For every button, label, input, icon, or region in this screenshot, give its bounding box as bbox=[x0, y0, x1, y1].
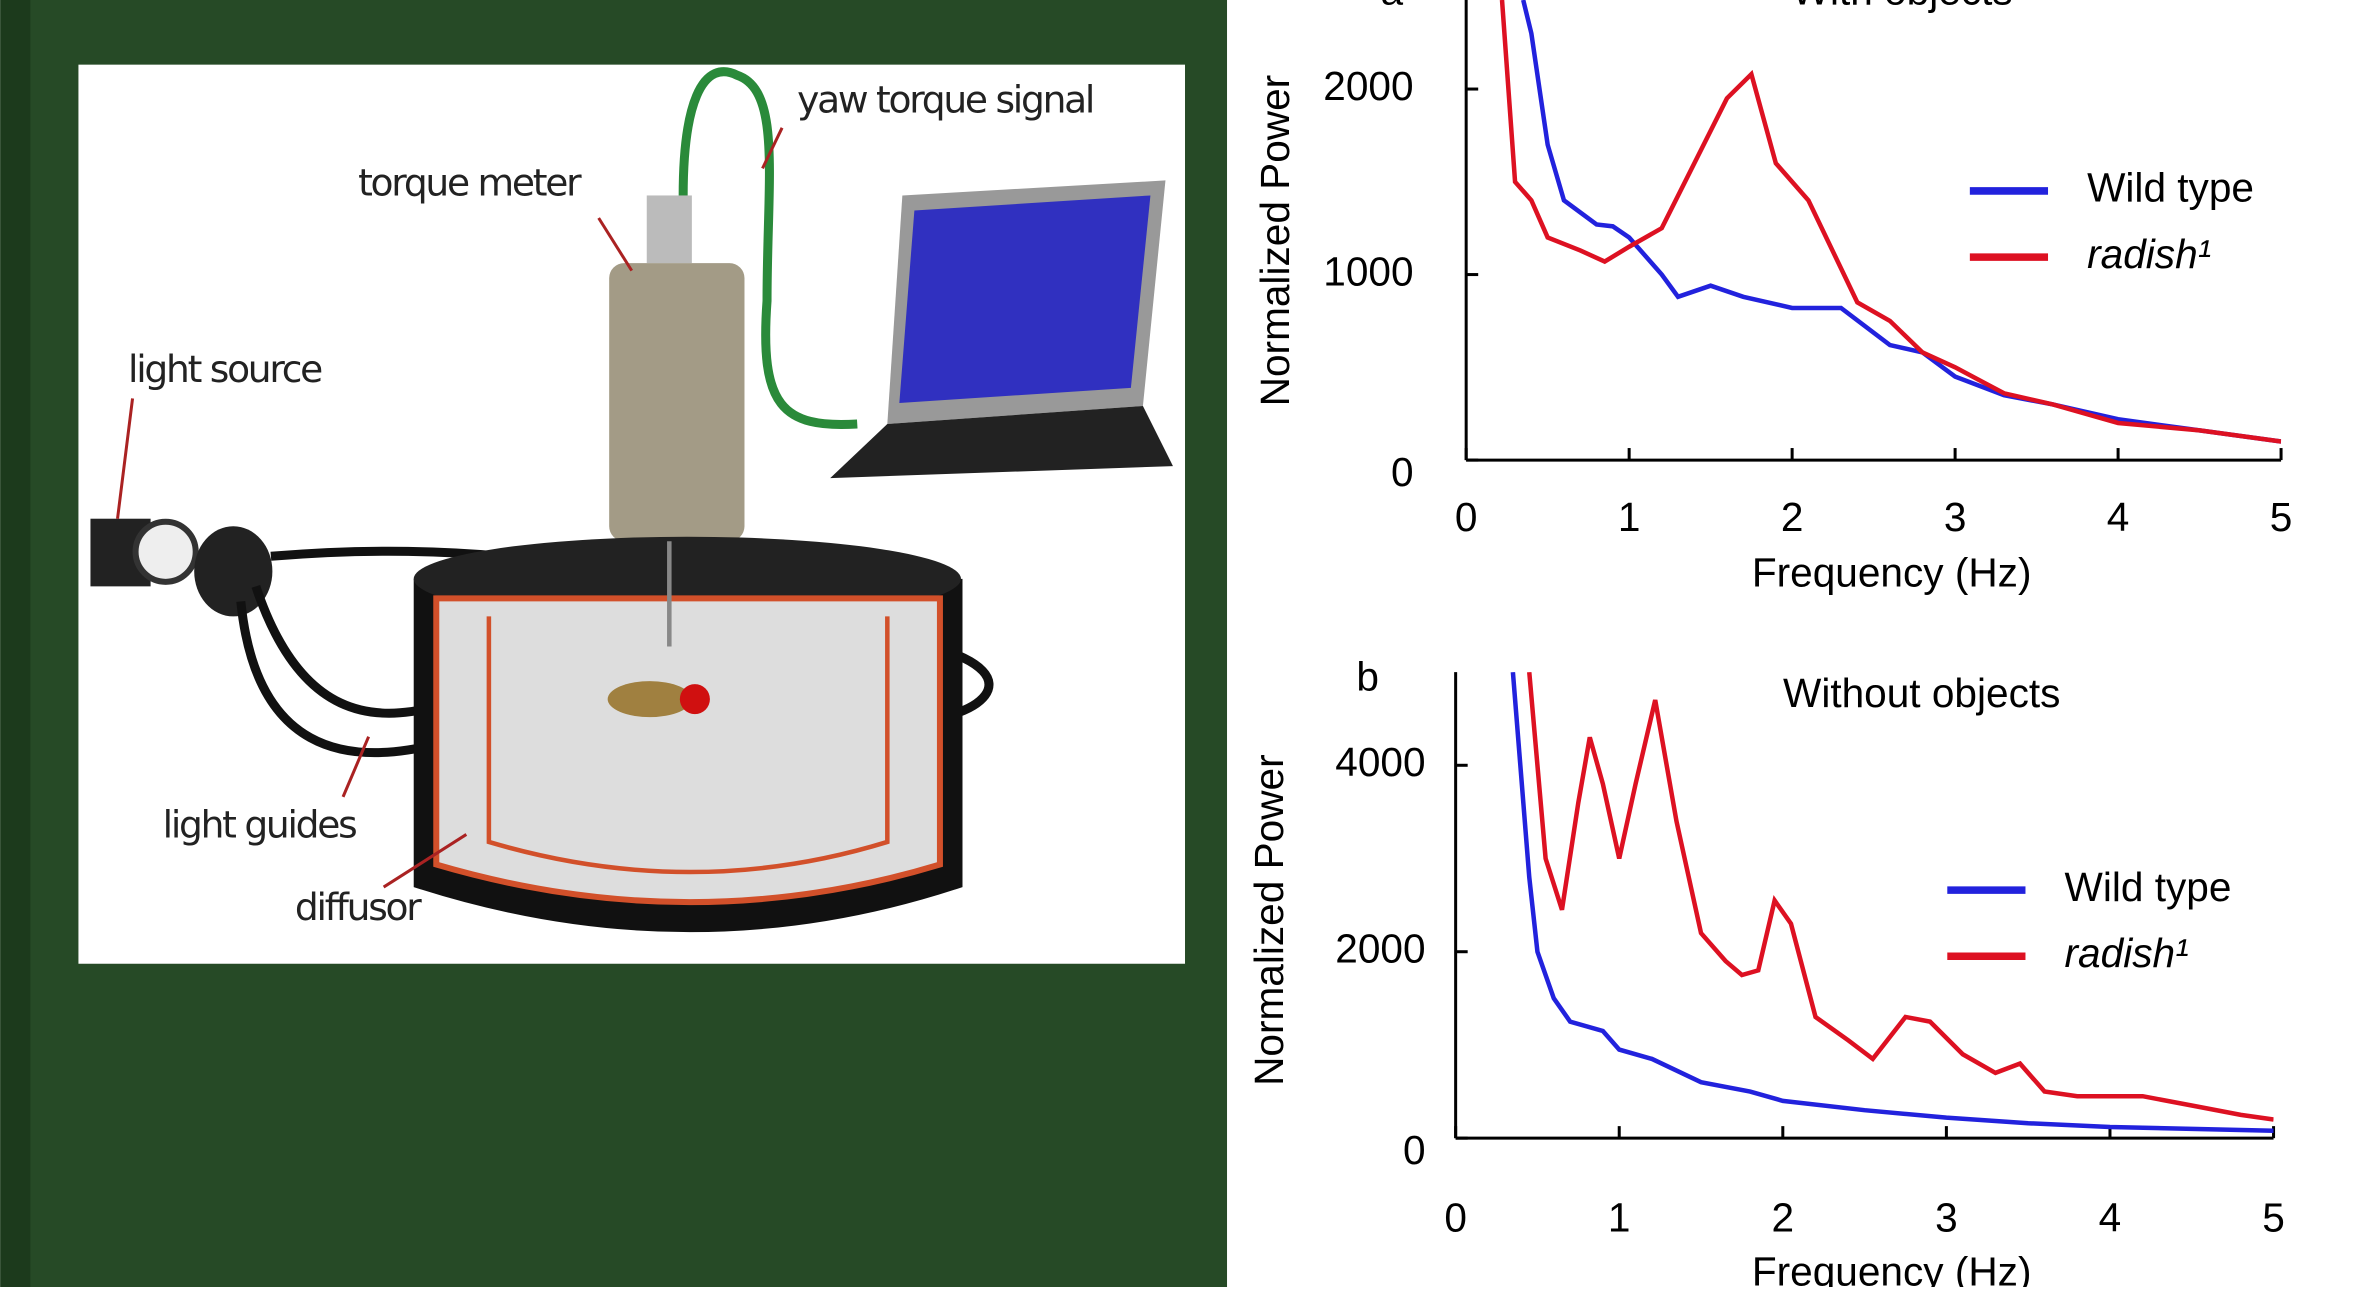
fly-body bbox=[607, 681, 692, 718]
diagram-label: yaw torque signal bbox=[797, 78, 1093, 122]
panel-label: a bbox=[1380, 0, 1403, 14]
y-tick-label: 2000 bbox=[1323, 63, 1413, 109]
slide-edge bbox=[0, 0, 31, 1287]
y-tick-label: 0 bbox=[1391, 449, 1414, 495]
pointer bbox=[597, 217, 633, 272]
x-tick-label: 1 bbox=[1608, 1195, 1631, 1241]
y-axis-label: Normalized Power bbox=[1252, 75, 1298, 407]
x-tick-label: 2 bbox=[1781, 494, 1804, 540]
panel-label: b bbox=[1356, 653, 1379, 699]
legend-label: radish¹ bbox=[2087, 231, 2211, 277]
series-line bbox=[1499, 0, 2282, 444]
legend-label: Wild type bbox=[2087, 165, 2254, 211]
pointer bbox=[761, 127, 784, 170]
y-axis-label: Normalized Power bbox=[1246, 754, 1292, 1086]
inner-diffusor bbox=[486, 616, 890, 875]
x-tick-label: 3 bbox=[1944, 494, 1967, 540]
x-tick-label: 3 bbox=[1935, 1195, 1958, 1241]
x-tick-label: 5 bbox=[2270, 494, 2293, 540]
x-tick-label: 1 bbox=[1618, 494, 1641, 540]
chart-panel bbox=[1227, 0, 2358, 1287]
diagram-label: diffusor bbox=[295, 885, 422, 929]
series-line bbox=[1510, 672, 2274, 1133]
diagram-label: torque meter bbox=[358, 160, 582, 204]
diffusor-wall bbox=[433, 595, 943, 906]
lamp bbox=[132, 518, 199, 585]
x-tick-label: 4 bbox=[2107, 494, 2130, 540]
diagram-label: light source bbox=[128, 347, 322, 391]
x-tick-label: 0 bbox=[1455, 494, 1478, 540]
lens bbox=[194, 526, 273, 617]
apparatus-diagram: yaw torque signal torque meter light sou… bbox=[78, 64, 1186, 964]
cable bbox=[678, 67, 858, 430]
laptop-display bbox=[899, 195, 1151, 403]
x-tick-label: 2 bbox=[1772, 1195, 1795, 1241]
torque-meter bbox=[609, 263, 745, 542]
legend-label: radish¹ bbox=[2065, 930, 2189, 976]
chart-title: With objects bbox=[1792, 0, 2013, 14]
y-tick-label: 2000 bbox=[1335, 925, 1425, 971]
connector bbox=[646, 195, 692, 264]
diagram-label: light guides bbox=[163, 802, 357, 846]
chart-title: Without objects bbox=[1783, 670, 2060, 716]
fly-eye bbox=[679, 684, 710, 715]
y-tick-label: 1000 bbox=[1323, 248, 1413, 294]
x-tick-label: 4 bbox=[2099, 1195, 2122, 1241]
x-tick-label: 5 bbox=[2262, 1195, 2285, 1241]
series-line bbox=[1527, 672, 2274, 1122]
x-axis-label: Frequency (Hz) bbox=[1752, 550, 2032, 596]
pointer bbox=[341, 736, 370, 798]
x-tick-label: 0 bbox=[1444, 1195, 1467, 1241]
legend-label: Wild type bbox=[2065, 864, 2232, 910]
y-tick-label: 0 bbox=[1403, 1127, 1426, 1173]
x-axis-label: Frequency (Hz) bbox=[1752, 1249, 2032, 1287]
pointer bbox=[382, 833, 468, 889]
y-tick-label: 4000 bbox=[1335, 739, 1425, 785]
pointer bbox=[116, 398, 135, 519]
laptop-keyboard bbox=[830, 405, 1173, 479]
